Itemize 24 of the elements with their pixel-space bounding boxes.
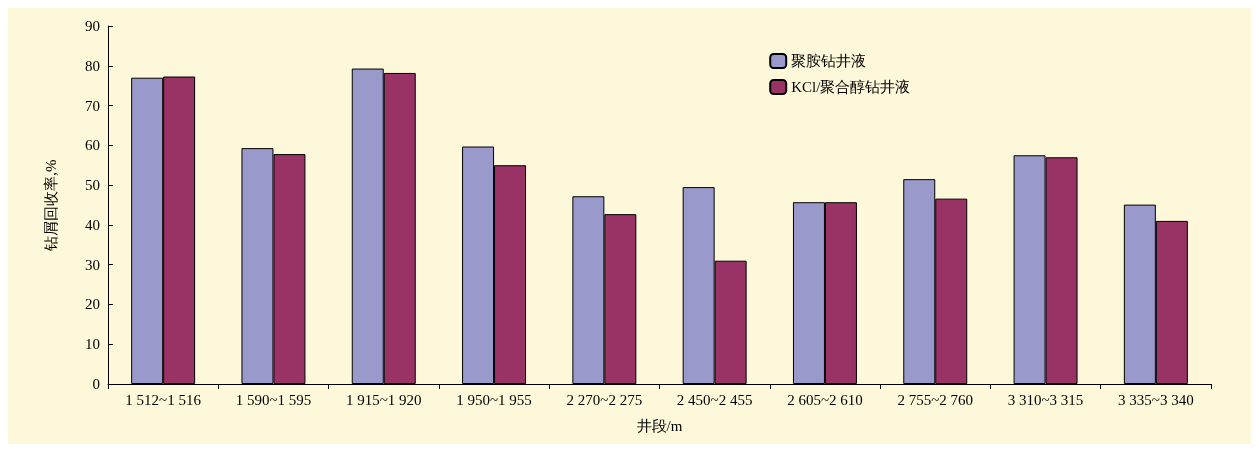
y-tick-label: 20 xyxy=(85,296,100,313)
x-tick-label: 3 335~3 340 xyxy=(1118,391,1194,408)
x-tick-label: 2 605~2 610 xyxy=(787,391,863,408)
legend-label: KCl/聚合醇钻井液 xyxy=(791,79,911,95)
x-tick-label: 2 270~2 275 xyxy=(566,391,643,408)
y-tick-label: 40 xyxy=(85,216,100,233)
y-axis-title: 钻屑回收率,% xyxy=(42,159,59,252)
legend-label: 聚胺钻井液 xyxy=(791,53,867,69)
x-tick-label: 1 512~1 516 xyxy=(125,391,202,408)
x-tick-label: 1 915~1 920 xyxy=(345,391,422,408)
y-tick-label: 10 xyxy=(85,336,100,353)
y-tick-label: 50 xyxy=(85,177,100,194)
x-axis-title: 井段/m xyxy=(636,417,683,434)
y-tick-label: 30 xyxy=(85,256,100,273)
x-tick-label: 2 450~2 455 xyxy=(676,391,753,408)
y-tick-label: 0 xyxy=(92,376,100,392)
y-tick-label: 90 xyxy=(85,18,100,34)
y-tick-label: 60 xyxy=(85,137,100,154)
x-tick-label: 1 590~1 595 xyxy=(235,391,312,408)
x-tick-label: 3 310~3 315 xyxy=(1007,391,1084,408)
y-tick-label: 80 xyxy=(85,57,100,74)
y-tick-label: 70 xyxy=(85,97,100,114)
x-tick-label: 1 950~1 955 xyxy=(456,391,532,408)
x-tick-label: 2 755~2 760 xyxy=(897,391,974,408)
